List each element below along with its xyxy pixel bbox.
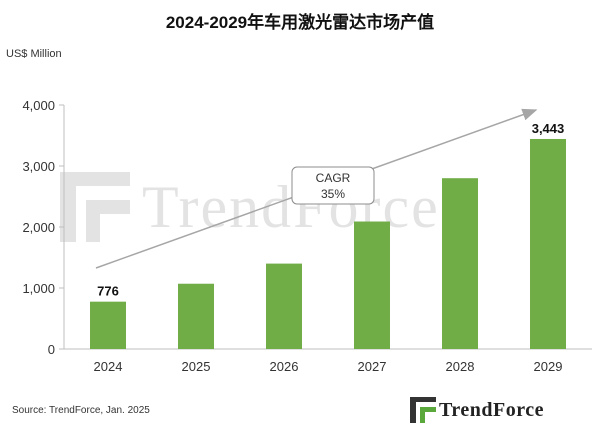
cagr-annotation: CAGR 35% xyxy=(95,108,538,269)
trendforce-logo-icon xyxy=(410,397,436,423)
x-tick-label: 2025 xyxy=(182,359,211,374)
source-note: Source: TrendForce, Jan. 2025 xyxy=(12,405,150,416)
bar-2024 xyxy=(90,301,126,349)
bar-2026 xyxy=(266,263,302,349)
axis-layer: 0 1,000 2,000 3,000 4,000 2024 2025 2026 2027 202… xyxy=(22,98,592,374)
bar-2027 xyxy=(354,221,390,349)
y-tick-label: 3,000 xyxy=(22,159,55,174)
cagr-value: 35% xyxy=(321,187,345,201)
bar-chart: 0 1,000 2,000 3,000 4,000 2024 2025 2026 2027 202… xyxy=(22,98,592,374)
x-tick-label: 2029 xyxy=(534,359,563,374)
x-tick-label: 2028 xyxy=(446,359,475,374)
bar-2029 xyxy=(530,138,566,349)
data-label-2029: 3,443 xyxy=(532,121,565,136)
y-tick-label: 1,000 xyxy=(22,281,55,296)
x-tick-label: 2026 xyxy=(270,359,299,374)
trendforce-logo: TrendForce xyxy=(410,397,544,423)
y-axis-unit-label: US$ Million xyxy=(6,48,62,60)
y-tick-label: 4,000 xyxy=(22,98,55,113)
x-tick-label: 2027 xyxy=(358,359,387,374)
trendforce-logo-text: TrendForce xyxy=(439,398,544,421)
cagr-box xyxy=(291,166,375,205)
bar-2025 xyxy=(178,283,214,349)
bar-2028 xyxy=(442,178,478,349)
data-label-2024: 776 xyxy=(97,284,119,299)
y-tick-label: 2,000 xyxy=(22,220,55,235)
x-tick-label: 2024 xyxy=(94,359,123,374)
cagr-label: CAGR xyxy=(316,171,351,185)
chart-title: 2024-2029年车用激光雷达市场产值 xyxy=(165,13,435,32)
y-tick-label: 0 xyxy=(48,342,55,357)
bar-layer: 776 3,443 xyxy=(90,121,566,349)
